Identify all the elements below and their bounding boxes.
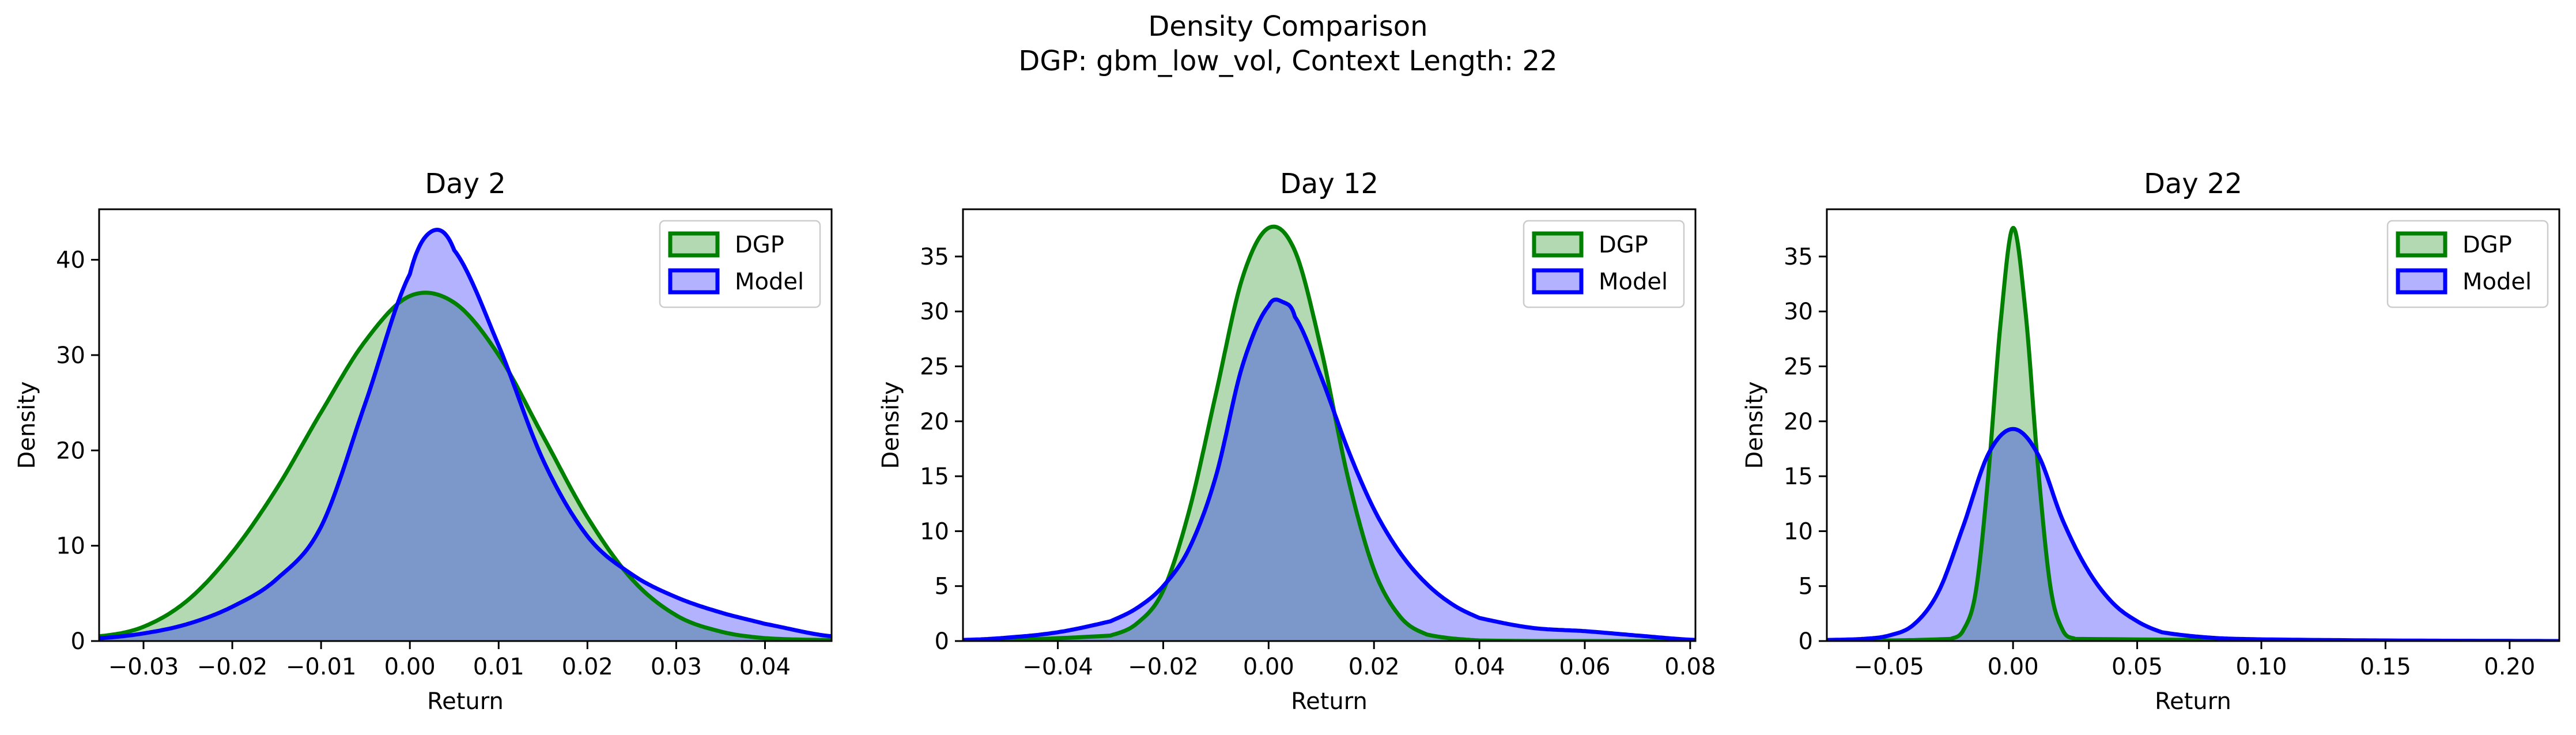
legend-frame [1523, 220, 1685, 308]
y-axis-label: Density [14, 381, 40, 469]
y-tick-label: 5 [1799, 574, 1813, 600]
x-tick-label: 0.10 [2235, 654, 2287, 680]
x-axis-label: Return [1291, 688, 1368, 715]
y-tick-label: 30 [920, 299, 949, 325]
panel-title: Day 2 [425, 168, 506, 200]
x-tick-label: −0.02 [1128, 654, 1199, 680]
series-line-dgp [99, 291, 832, 641]
y-axis-label: Density [878, 381, 904, 469]
x-tick-label: 0.05 [2112, 654, 2163, 680]
series-fill-dgp [1827, 228, 2559, 641]
x-tick-label: −0.05 [1853, 654, 1924, 680]
y-tick-label: 0 [71, 628, 85, 655]
axes-frame [98, 208, 833, 642]
y-tick-label: 20 [1784, 409, 1813, 435]
x-tick-label: 0.04 [1454, 654, 1505, 680]
legend-frame [659, 220, 821, 308]
y-axis-label: Density [1742, 381, 1768, 469]
series-fill-dgp [99, 292, 832, 641]
legend-swatch-dgp [668, 231, 720, 258]
legend-label-dgp: DGP [2462, 232, 2512, 258]
figure-subtitle: DGP: gbm_low_vol, Context Length: 22 [1018, 45, 1557, 77]
x-tick-label: 0.00 [1243, 654, 1294, 680]
y-tick-label: 35 [920, 244, 949, 270]
x-tick-label: 0.15 [2360, 654, 2411, 680]
series-line-model [1827, 427, 2559, 641]
x-tick-label: −0.04 [1022, 654, 1093, 680]
axes-frame [1826, 208, 2560, 642]
y-tick-label: 15 [920, 463, 949, 490]
series-line-model [99, 228, 832, 640]
legend-label-model: Model [1599, 269, 1668, 295]
x-tick-label: 0.04 [739, 654, 791, 680]
series-fill-model [99, 229, 832, 641]
panel-title: Day 22 [2144, 168, 2242, 200]
y-tick-label: 25 [920, 354, 949, 380]
series-line-dgp [1827, 225, 2559, 641]
y-tick-label: 40 [56, 247, 85, 274]
panel-day-22: −0.05 0.00 0.05 0.10 0.15 0.20 0 5 10 15 20 25 30 35 D… [1742, 168, 2560, 715]
figure-title: Density Comparison [1148, 10, 1427, 43]
y-tick-label: 30 [56, 342, 85, 369]
x-tick-label: 0.00 [384, 654, 436, 680]
legend: DGP Model [2386, 220, 2549, 308]
legend-label-model: Model [2462, 269, 2532, 295]
y-tick-label: 30 [1784, 299, 1813, 325]
panel-day-2: −0.03 −0.02 −0.01 0.00 0.01 0.02 0.03 0.04 0 10 20… [14, 168, 833, 715]
legend-swatch-model [668, 268, 720, 295]
x-tick-label: 0.01 [473, 654, 524, 680]
y-tick-label: 25 [1784, 354, 1813, 380]
y-tick-label: 20 [56, 438, 85, 464]
x-axis-label: Return [427, 688, 504, 715]
legend-frame [2386, 220, 2549, 308]
legend-label-dgp: DGP [735, 232, 784, 258]
series-fill-model [963, 299, 1695, 641]
legend-label-dgp: DGP [1599, 232, 1648, 258]
y-tick-label: 20 [920, 409, 949, 435]
x-tick-label: −0.03 [108, 654, 179, 680]
x-tick-label: 0.06 [1559, 654, 1610, 680]
legend-swatch-dgp [1532, 231, 1584, 258]
x-tick-label: −0.02 [197, 654, 268, 680]
x-tick-label: −0.01 [286, 654, 357, 680]
x-tick-label: 0.02 [1349, 654, 1400, 680]
x-tick-label: 0.20 [2484, 654, 2535, 680]
x-tick-label: 0.02 [562, 654, 613, 680]
legend: DGP Model [659, 220, 821, 308]
plot-area [99, 228, 832, 641]
x-tick-label: 0.08 [1664, 654, 1716, 680]
y-tick-label: 10 [1784, 518, 1813, 545]
legend-swatch-dgp [2396, 231, 2447, 258]
legend-swatch-model [1532, 268, 1584, 295]
x-tick-label: 0.03 [651, 654, 702, 680]
series-line-dgp [963, 224, 1695, 641]
series-fill-dgp [963, 227, 1695, 641]
plot-area [963, 224, 1695, 641]
y-tick-label: 5 [935, 574, 949, 600]
y-tick-label: 0 [935, 628, 949, 655]
y-tick-label: 15 [1784, 463, 1813, 490]
plot-area [1827, 225, 2559, 641]
series-line-model [963, 297, 1695, 641]
y-tick-label: 10 [920, 518, 949, 545]
y-tick-label: 35 [1784, 244, 1813, 270]
legend: DGP Model [1523, 220, 1685, 308]
x-tick-label: 0.00 [1988, 654, 2039, 680]
panel-title: Day 12 [1280, 168, 1378, 200]
axes-frame [962, 208, 1697, 642]
legend-label-model: Model [735, 269, 804, 295]
panel-day-12: −0.04 −0.02 0.00 0.02 0.04 0.06 0.08 0 5 10 15 20 25… [878, 168, 1716, 715]
legend-swatch-model [2396, 268, 2447, 295]
series-fill-model [1827, 429, 2559, 641]
y-tick-label: 0 [1799, 628, 1813, 655]
y-tick-label: 10 [56, 533, 85, 560]
x-axis-label: Return [2155, 688, 2231, 715]
